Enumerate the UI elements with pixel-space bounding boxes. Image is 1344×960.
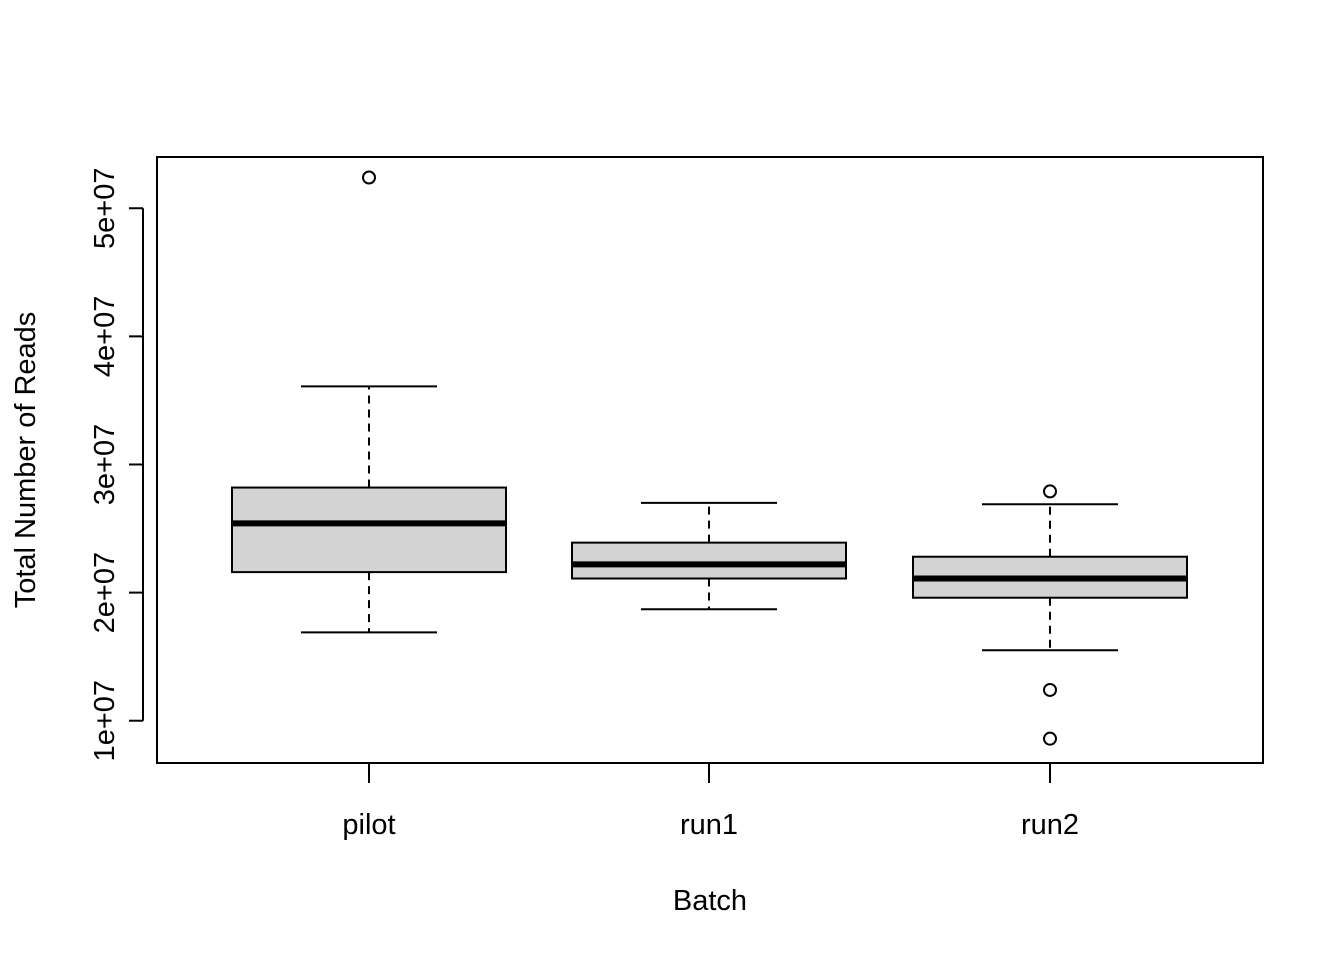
box-run2 [912, 484, 1188, 746]
x-tick-label-pilot: pilot [342, 809, 395, 841]
y-tick-label: 3e+07 [89, 424, 121, 505]
box-run1 [571, 501, 847, 611]
box-pilot [231, 170, 507, 634]
outlier-point [362, 170, 376, 185]
boxes-group [231, 170, 1188, 746]
x-tick-label-run1: run1 [680, 809, 738, 841]
outlier-point [1043, 682, 1057, 697]
y-tick-label: 5e+07 [89, 168, 121, 249]
y-axis-title: Total Number of Reads [10, 312, 42, 609]
y-tick-label: 2e+07 [89, 552, 121, 633]
x-tick-label-run2: run2 [1021, 809, 1079, 841]
y-tick-label: 4e+07 [89, 296, 121, 377]
y-tick-label: 1e+07 [89, 680, 121, 761]
x-axis: pilot run1 run2 [342, 763, 1079, 841]
y-axis: 1e+07 2e+07 3e+07 4e+07 5e+07 [89, 168, 144, 761]
x-axis-title: Batch [673, 885, 747, 917]
outlier-point [1043, 484, 1057, 499]
iqr-box [231, 486, 507, 574]
iqr-box [571, 541, 847, 580]
outlier-point [1043, 731, 1057, 746]
plot-frame [156, 156, 1264, 764]
